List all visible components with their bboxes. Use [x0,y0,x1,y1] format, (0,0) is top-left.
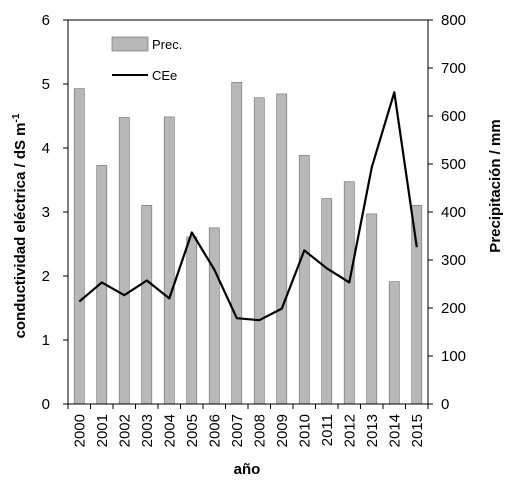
left-tick-label: 3 [42,204,50,221]
x-tick-label: 2006 [206,414,223,447]
left-tick-label: 0 [42,396,50,413]
bar-2015 [411,204,423,405]
x-tick-label: 2010 [296,414,313,447]
left-axis-title-text: conductividad eléctrica / dS m [12,123,29,339]
right-tick-label: 100 [441,348,466,365]
cee-line [78,91,418,322]
right-tick-label: 200 [441,300,466,317]
left-axis-title: conductividad eléctrica / dS m-1 [11,113,29,338]
x-tick-label: 2004 [161,414,178,447]
x-tick-label: 2009 [274,414,291,447]
right-tick-label: 400 [441,204,466,221]
left-axis-ticks: 0 1 2 3 4 5 6 [42,12,68,413]
x-tick-label: 2013 [364,414,381,447]
bar-2011 [321,198,333,405]
right-tick-label: 300 [441,252,466,269]
bar-2005 [186,236,198,405]
right-tick-label: 0 [441,396,449,413]
x-axis-ticks: 2000 2001 2002 2003 2004 2005 2006 2007 2008 2009… [67,404,429,447]
x-tick-label: 2015 [409,414,426,447]
x-tick-label: 2008 [251,414,268,447]
right-tick-label: 600 [441,108,466,125]
bar-2006 [208,227,220,405]
x-tick-label: 2002 [116,414,133,447]
bar-2002 [118,117,130,405]
bar-2012 [343,181,355,405]
bar-2004 [163,116,175,405]
bar-2007 [231,82,243,405]
bar-2010 [298,155,310,405]
x-tick-label: 2007 [229,414,246,447]
right-tick-label: 500 [441,156,466,173]
x-tick-label: 2003 [139,414,156,447]
left-tick-label: 2 [42,268,50,285]
bar-2013 [366,213,378,405]
bar-2003 [141,204,153,405]
left-tick-label: 5 [42,76,50,93]
bar-2014 [388,281,400,405]
precipitation-bars [73,82,423,405]
left-tick-label: 1 [42,332,50,349]
right-axis-ticks: 0 100 200 300 400 500 600 700 800 [428,12,466,413]
legend: Prec. CEe [111,36,182,83]
left-tick-label: 6 [42,12,50,29]
x-tick-label: 2000 [71,414,88,447]
bar-2009 [276,93,288,405]
legend-bar-swatch [111,36,149,52]
x-tick-label: 2001 [94,414,111,447]
legend-bar-label: Prec. [152,37,182,52]
right-tick-label: 800 [441,12,466,29]
x-tick-label: 2012 [341,414,358,447]
legend-line-label: CEe [152,68,177,83]
x-tick-label: 2005 [184,414,201,447]
right-axis-title: Precipitación / mm [487,119,504,252]
bar-2008 [253,97,265,405]
left-axis-title-superscript: -1 [11,113,22,122]
x-tick-label: 2014 [386,414,403,447]
left-tick-label: 4 [42,140,50,157]
bar-2000 [73,88,85,405]
x-axis-title: año [234,461,261,478]
x-tick-label: 2011 [319,414,336,446]
right-tick-label: 700 [441,60,466,77]
